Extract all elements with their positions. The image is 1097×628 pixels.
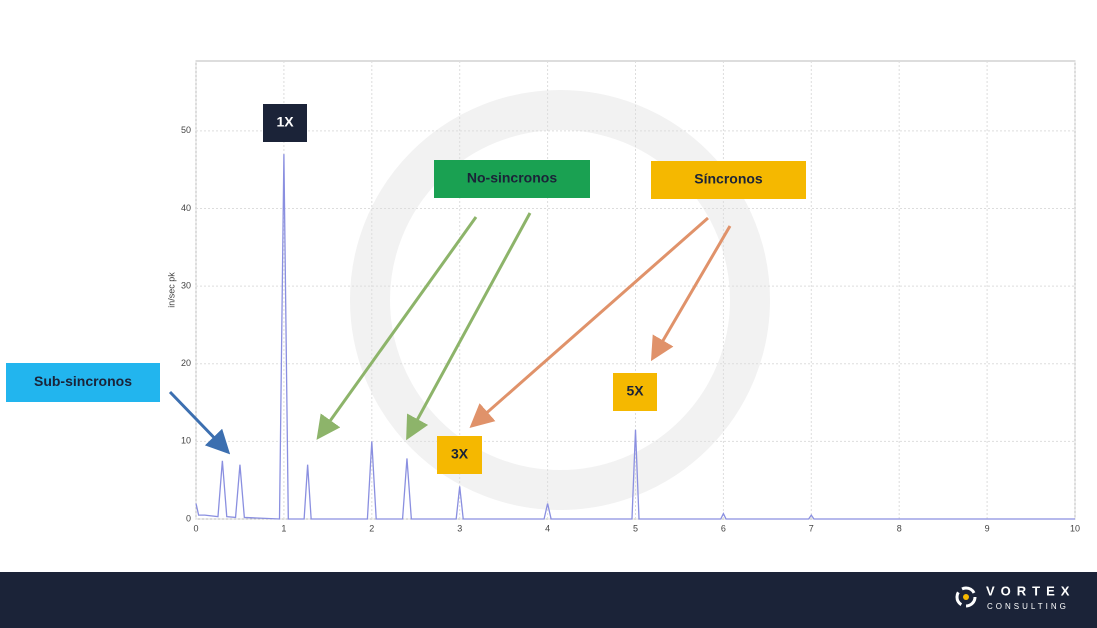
brand: VORTEX [986,583,1075,598]
x-tick-label: 8 [897,523,902,533]
arrow [650,225,732,362]
x-tick-label: 9 [985,523,990,533]
x-tick-label: 3 [457,523,462,533]
y-tick-label: 20 [181,358,191,368]
annotation-label: Sub-sincronos [34,373,132,389]
x-tick-label: 0 [193,523,198,533]
logo-icon [955,586,977,608]
x-tick-label: 7 [809,523,814,533]
footer-bar [0,572,1097,628]
annotation-label: 1X [276,114,294,130]
annotation-label: No-sincronos [467,170,557,186]
annotation-box [437,436,482,474]
arrow [406,212,532,441]
x-tick-label: 10 [1070,523,1080,533]
tagline: CONSULTING [987,602,1069,611]
annotation-box [434,160,590,198]
annotations: 1X No-sincronos Síncronos Sub-sincronos 3X 5X [6,104,806,474]
x-tick-label: 4 [545,523,550,533]
annotation-box [613,373,657,411]
annotation-box [6,363,160,402]
chart: 0 10 20 30 40 50 0 1 2 3 4 5 6 7 8 9 10 [181,61,1080,533]
y-axis-label: in/sec pk [166,272,176,308]
annotation-box [651,161,806,199]
y-tick-label: 50 [181,125,191,135]
arrow [316,216,478,440]
y-tick-label: 10 [181,436,191,446]
arrow [168,390,231,455]
y-tick-label: 0 [186,513,191,523]
arrows [168,212,732,455]
x-tick-label: 2 [369,523,374,533]
watermark [350,90,770,510]
annotation-label: Síncronos [694,171,763,187]
logo-dot [963,594,969,600]
annotation-label: 3X [451,446,469,462]
y-tick-label: 30 [181,280,191,290]
arrow [469,216,709,428]
annotation-label: 5X [626,383,644,399]
x-tick-label: 1 [281,523,286,533]
x-tick-label: 5 [633,523,638,533]
annotation-box [263,104,307,142]
spectrum-line [195,154,1075,520]
y-tick-label: 40 [181,203,191,213]
x-tick-label: 6 [721,523,726,533]
